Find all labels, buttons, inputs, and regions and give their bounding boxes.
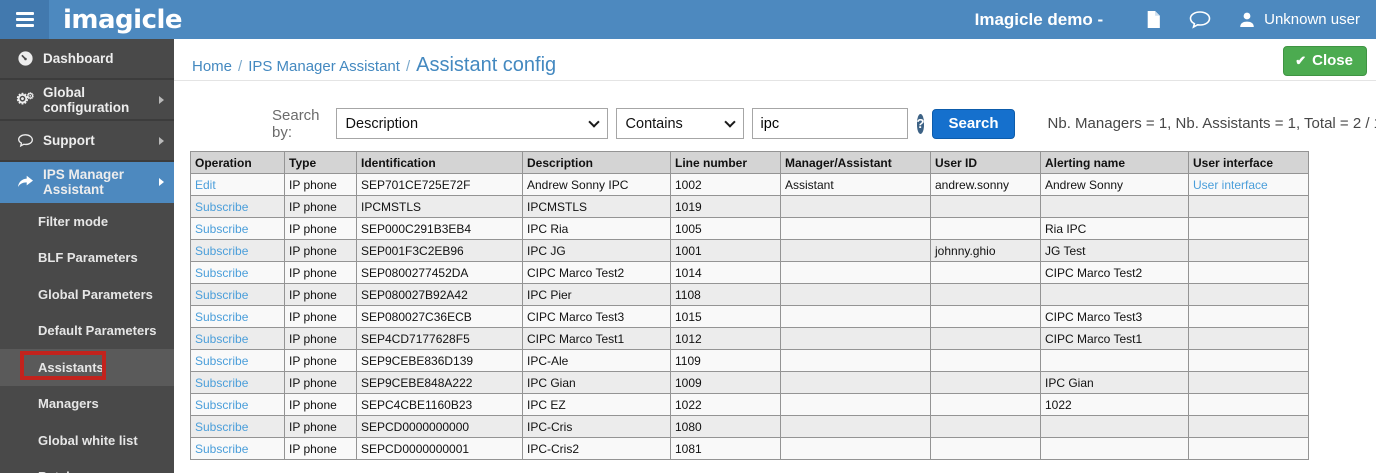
table-row: Subscribe IP phone IPCMSTLS IPCMSTLS 1019: [190, 195, 1309, 218]
search-operator-select[interactable]: Contains: [615, 108, 744, 139]
sidebar-item-label: Dashboard: [43, 51, 114, 66]
sidebar-item-label: IPS Manager Assistant: [43, 166, 125, 197]
gears-icon: ⚙ ⚙: [15, 91, 35, 108]
check-icon: ✔: [1295, 52, 1307, 68]
subscribe-link[interactable]: Subscribe: [195, 419, 249, 434]
subscribe-link[interactable]: Subscribe: [195, 397, 249, 412]
results-table: Operation Type Identification Description Li…: [190, 151, 1309, 460]
sidebar-subitem-batch[interactable]: Batch: [0, 459, 174, 473]
search-by-label: Search by:: [272, 106, 320, 141]
user-interface-link[interactable]: User interface: [1193, 177, 1268, 192]
chevron-right-icon: [159, 136, 164, 145]
subscribe-link[interactable]: Subscribe: [195, 265, 249, 280]
sidebar-subitem-blf-parameters[interactable]: BLF Parameters: [0, 240, 174, 277]
dashboard-gauge-icon: [16, 50, 34, 67]
subscribe-link[interactable]: Subscribe: [195, 287, 249, 302]
table-row: Subscribe IP phone SEPCD0000000001 IPC-Cris…: [190, 437, 1309, 460]
table-row: Subscribe IP phone SEP080027C36ECB CIPC Mar…: [190, 305, 1309, 328]
sidebar-subitem-global-white-list[interactable]: Global white list: [0, 422, 174, 459]
chat-bubble-icon: [16, 133, 34, 148]
table-row: Subscribe IP phone SEPCD0000000000 IPC-Cris…: [190, 415, 1309, 438]
col-header-user-interface: User interface: [1188, 151, 1309, 174]
sidebar-item-label: Global configuration: [43, 84, 130, 115]
sidebar-item-ips-manager-assistant[interactable]: IPS Manager Assistant: [0, 162, 174, 203]
chevron-right-icon: [159, 177, 164, 186]
sidebar-item-support[interactable]: Support: [0, 121, 174, 162]
search-field-select[interactable]: Description: [335, 108, 608, 139]
table-row: Subscribe IP phone SEP9CEBE836D139 IPC-Ale 1…: [190, 349, 1309, 372]
sidebar-subitem-default-parameters[interactable]: Default Parameters: [0, 313, 174, 350]
table-row: Subscribe IP phone SEP4CD7177628F5 CIPC Mar…: [190, 327, 1309, 350]
subitem-label: Global Parameters: [38, 286, 153, 302]
subscribe-link[interactable]: Subscribe: [195, 331, 249, 346]
table-row: Edit IP phone SEP701CE725E72F Andrew Sonny …: [190, 173, 1309, 196]
main-content: Home / IPS Manager Assistant / Assistant con…: [174, 39, 1376, 473]
col-header-line-number: Line number: [670, 151, 781, 174]
subitem-label: Managers: [38, 396, 99, 412]
search-button[interactable]: Search: [932, 108, 1015, 139]
subscribe-link[interactable]: Subscribe: [195, 199, 249, 214]
sidebar-item-dashboard[interactable]: Dashboard: [0, 39, 174, 80]
sidebar-subitem-global-parameters[interactable]: Global Parameters: [0, 276, 174, 313]
user-icon: [1240, 12, 1254, 27]
sidebar-item-global-configuration[interactable]: ⚙ ⚙ Global configuration: [0, 80, 174, 121]
subitem-label: BLF Parameters: [38, 250, 138, 266]
col-header-identification: Identification: [356, 151, 523, 174]
user-label: Unknown user: [1264, 11, 1360, 28]
edit-link[interactable]: Edit: [195, 177, 216, 192]
subscribe-link[interactable]: Subscribe: [195, 309, 249, 324]
sidebar-subitem-filter-mode[interactable]: Filter mode: [0, 203, 174, 240]
table-row: Subscribe IP phone SEP000C291B3EB4 IPC Ria 1…: [190, 217, 1309, 240]
user-menu[interactable]: Unknown user: [1238, 11, 1360, 28]
document-icon[interactable]: [1145, 10, 1162, 29]
share-arrow-icon: [16, 175, 34, 189]
account-menu[interactable]: Imagicle demo -: [974, 9, 1104, 29]
sidebar: Dashboard ⚙ ⚙ Global configuration Suppor…: [0, 39, 174, 473]
imagicle-logo: imagicle: [63, 4, 183, 35]
breadcrumb-section-link[interactable]: IPS Manager Assistant: [248, 58, 400, 75]
sidebar-item-label: Support: [43, 133, 95, 148]
search-input[interactable]: [751, 108, 908, 139]
close-button[interactable]: ✔ Close: [1283, 46, 1367, 76]
hamburger-icon[interactable]: [0, 0, 49, 39]
col-header-alerting-name: Alerting name: [1040, 151, 1189, 174]
table-row: Subscribe IP phone SEP080027B92A42 IPC Pier…: [190, 283, 1309, 306]
subscribe-link[interactable]: Subscribe: [195, 375, 249, 390]
subitem-label: Global white list: [38, 432, 138, 448]
search-bar: Search by: Description Contains ? Search…: [272, 106, 1376, 141]
subscribe-link[interactable]: Subscribe: [195, 221, 249, 236]
breadcrumb-home-link[interactable]: Home: [192, 58, 233, 75]
sidebar-subitem-assistants[interactable]: Assistants: [0, 349, 174, 386]
col-header-manager-assistant: Manager/Assistant: [780, 151, 931, 174]
breadcrumb: Home / IPS Manager Assistant / Assistant con…: [174, 39, 1376, 81]
subitem-label: Filter mode: [38, 213, 109, 229]
col-header-description: Description: [522, 151, 671, 174]
col-header-user-id: User ID: [930, 151, 1041, 174]
results-stats: Nb. Managers = 1, Nb. Assistants = 1, To…: [1047, 115, 1376, 132]
table-header-row: Operation Type Identification Description Li…: [190, 151, 1309, 174]
subitem-label: Assistants: [38, 359, 104, 375]
subscribe-link[interactable]: Subscribe: [195, 441, 249, 456]
table-row: Subscribe IP phone SEPC4CBE1160B23 IPC EZ 10…: [190, 393, 1309, 416]
top-bar: imagicle Imagicle demo - Unknown user: [0, 0, 1376, 39]
chat-bubble-icon[interactable]: [1188, 10, 1212, 30]
table-row: Subscribe IP phone SEP001F3C2EB96 IPC JG 100…: [190, 239, 1309, 262]
subitem-label: Batch: [38, 469, 74, 473]
help-icon[interactable]: ?: [916, 113, 925, 134]
col-header-type: Type: [284, 151, 357, 174]
chevron-right-icon: [159, 95, 164, 104]
subitem-label: Default Parameters: [38, 323, 157, 339]
sidebar-subitem-managers[interactable]: Managers: [0, 386, 174, 423]
subscribe-link[interactable]: Subscribe: [195, 353, 249, 368]
page-title: Assistant config: [416, 54, 557, 76]
table-row: Subscribe IP phone SEP0800277452DA CIPC Mar…: [190, 261, 1309, 284]
col-header-operation: Operation: [190, 151, 285, 174]
table-row: Subscribe IP phone SEP9CEBE848A222 IPC Gian…: [190, 371, 1309, 394]
subscribe-link[interactable]: Subscribe: [195, 243, 249, 258]
